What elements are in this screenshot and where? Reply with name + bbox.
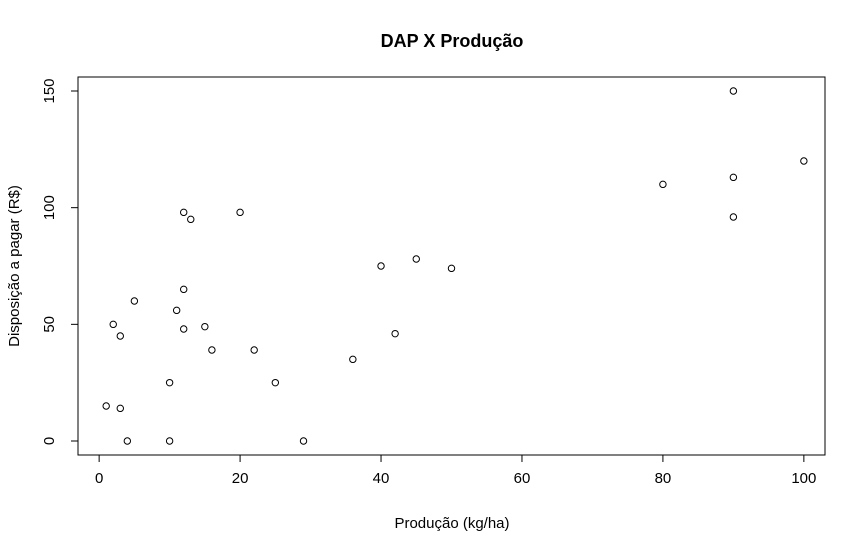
x-tick-label: 40 <box>373 470 390 487</box>
data-point <box>109 320 117 329</box>
y-tick-label: 0 <box>41 437 58 445</box>
data-point <box>116 332 124 340</box>
y-tick-label: 100 <box>41 195 58 220</box>
x-tick-label: 100 <box>791 470 816 487</box>
chart-title: DAP X Produção <box>381 31 524 51</box>
data-point <box>729 213 738 221</box>
y-tick-label: 50 <box>41 316 58 333</box>
data-point <box>102 402 110 410</box>
data-point <box>187 215 195 224</box>
data-point <box>172 306 181 315</box>
data-point <box>729 173 738 182</box>
data-point <box>165 378 174 387</box>
data-point <box>208 346 216 354</box>
x-tick-label: 80 <box>655 470 672 487</box>
data-point <box>116 404 124 413</box>
data-point <box>800 157 808 165</box>
y-axis-label: Disposição a pagar (R$) <box>6 185 23 347</box>
y-axis: 0 50 100 150 <box>41 78 79 445</box>
data-point <box>299 437 308 445</box>
data-point <box>236 208 244 217</box>
plot-frame <box>77 76 826 456</box>
data-point <box>165 437 174 445</box>
data-point <box>180 285 188 294</box>
data-points <box>102 87 808 445</box>
data-point <box>201 322 209 331</box>
data-point <box>123 437 132 445</box>
x-axis-label: Produção (kg/ha) <box>394 515 509 532</box>
data-point <box>180 208 188 217</box>
data-point <box>180 325 188 333</box>
x-tick-label: 20 <box>232 470 249 487</box>
data-point <box>250 346 258 354</box>
data-point <box>377 262 385 270</box>
data-point <box>729 87 738 95</box>
data-point <box>271 378 280 387</box>
data-point <box>349 355 357 364</box>
data-point <box>130 297 139 305</box>
data-point <box>659 180 667 189</box>
x-tick-label: 60 <box>514 470 531 487</box>
y-tick-label: 150 <box>41 78 58 103</box>
x-tick-label: 0 <box>95 470 103 487</box>
data-point <box>412 255 420 263</box>
data-point <box>447 264 456 273</box>
data-point <box>391 329 399 338</box>
x-axis: 0 20 40 60 80 100 <box>95 454 816 487</box>
